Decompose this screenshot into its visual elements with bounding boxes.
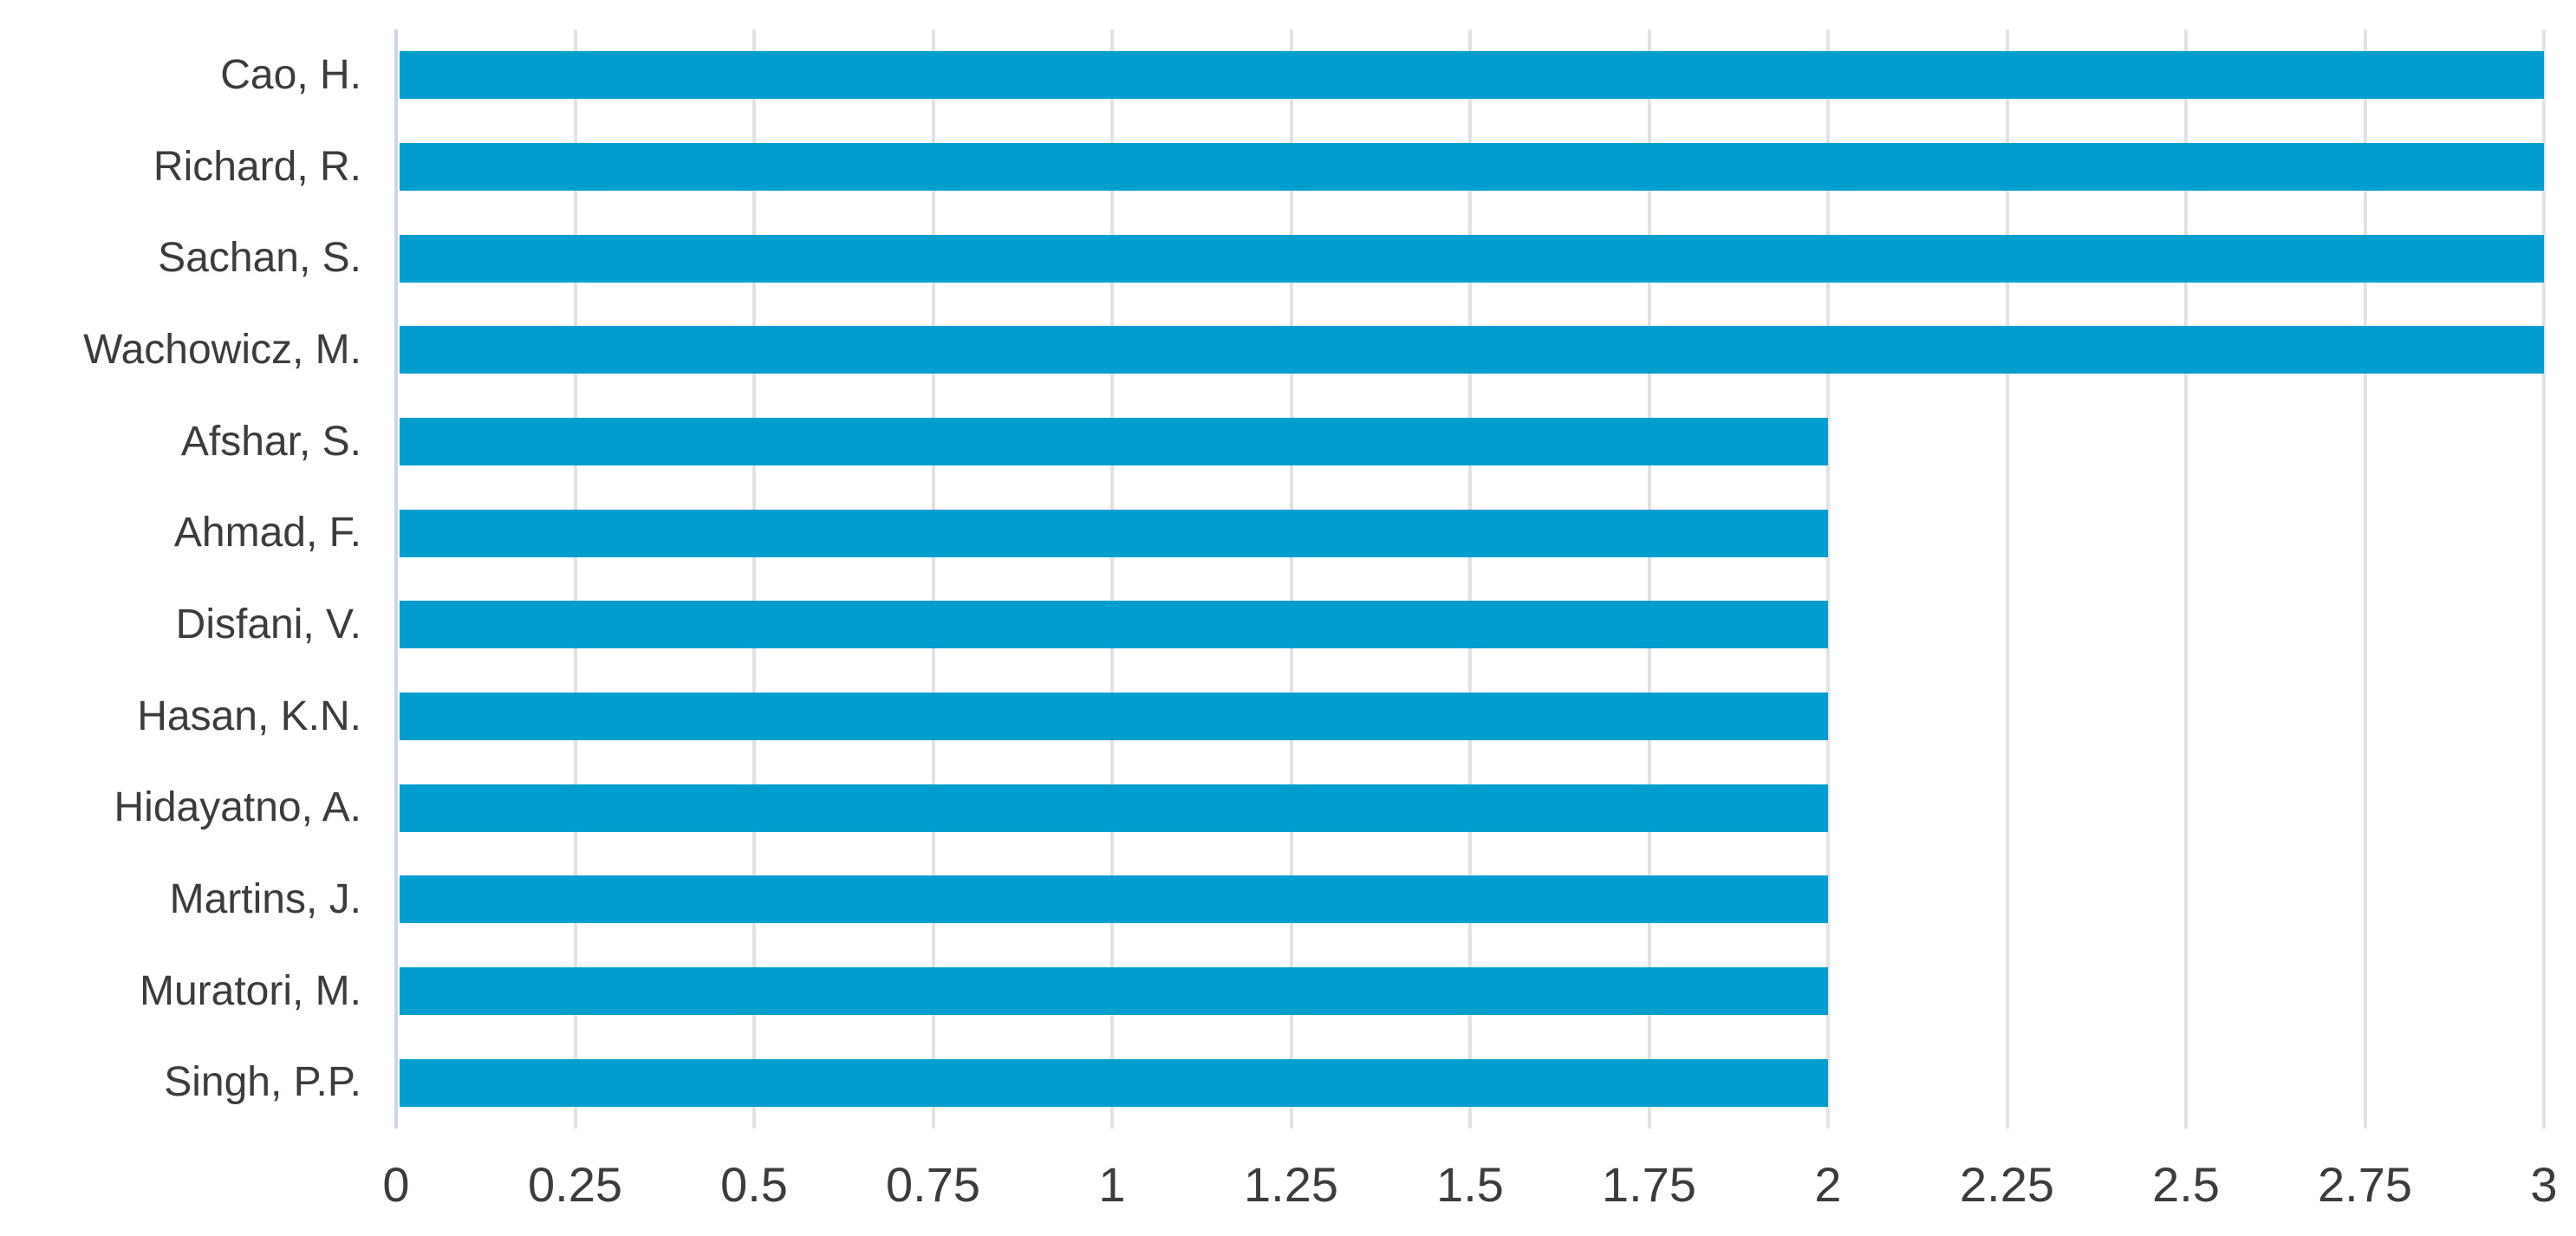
y-axis-label: Cao, H. xyxy=(220,52,361,98)
bar xyxy=(400,326,2544,374)
y-axis-label: Ahmad, F. xyxy=(173,510,361,556)
bar xyxy=(400,967,1828,1015)
y-axis-label: Afshar, S. xyxy=(180,418,361,465)
x-axis-tick-label: 3 xyxy=(2530,1157,2558,1212)
gridline xyxy=(2542,29,2546,1129)
gridline xyxy=(2005,29,2009,1129)
x-axis-tick-label: 1 xyxy=(1098,1157,1126,1212)
y-axis-label: Singh, P.P. xyxy=(164,1059,361,1106)
y-axis-label: Richard, R. xyxy=(153,143,361,190)
gridline xyxy=(1826,29,1830,1129)
bar xyxy=(400,875,1828,924)
x-axis-tick-label: 0 xyxy=(382,1157,410,1212)
gridline xyxy=(752,29,756,1129)
plot-area xyxy=(394,29,2546,1129)
x-axis-tick-label: 2.5 xyxy=(2152,1157,2220,1212)
x-axis-tick-label: 0.25 xyxy=(528,1157,622,1212)
x-axis-tick-label: 1.75 xyxy=(1602,1157,1696,1212)
bar xyxy=(400,784,1828,832)
gridline xyxy=(931,29,935,1129)
bar xyxy=(400,509,1828,557)
y-axis-label: Hidayatno, A. xyxy=(114,784,361,831)
y-axis-label: Disfani, V. xyxy=(175,602,361,647)
gridline xyxy=(1647,29,1651,1129)
x-axis-tick-label: 1.5 xyxy=(1436,1157,1504,1212)
y-axis-label: Hasan, K.N. xyxy=(137,693,361,739)
bar xyxy=(400,234,2544,283)
x-axis-tick-label: 2 xyxy=(1814,1157,1842,1212)
gridline xyxy=(1468,29,1472,1129)
y-axis-line xyxy=(394,29,398,1129)
y-axis-label: Wachowicz, M. xyxy=(83,327,361,373)
bar xyxy=(400,601,1828,649)
y-axis-label: Muratori, M. xyxy=(139,967,361,1014)
x-axis-tick-label: 2.25 xyxy=(1960,1157,2054,1212)
y-axis-label: Martins, J. xyxy=(169,876,361,922)
y-axis-label: Sachan, S. xyxy=(158,235,361,282)
gridline xyxy=(2184,29,2188,1129)
bar xyxy=(400,1058,1828,1107)
bar xyxy=(400,418,1828,465)
bar xyxy=(400,143,2544,191)
x-axis-tick-label: 2.75 xyxy=(2318,1157,2412,1212)
gridline xyxy=(573,29,577,1129)
bar xyxy=(400,693,1828,740)
gridline xyxy=(2363,29,2367,1129)
x-axis-tick-label: 0.75 xyxy=(886,1157,980,1212)
bar xyxy=(400,51,2544,100)
gridline xyxy=(1289,29,1293,1129)
x-axis-tick-label: 0.5 xyxy=(720,1157,788,1212)
x-axis-tick-label: 1.25 xyxy=(1244,1157,1338,1212)
gridline xyxy=(1110,29,1114,1129)
